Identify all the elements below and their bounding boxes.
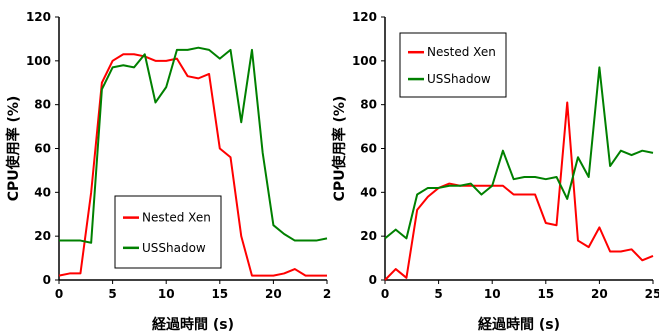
x-tick-label: 20: [265, 287, 282, 301]
x-tick-label: 0: [381, 287, 389, 301]
y-tick-label: 120: [26, 10, 51, 24]
chart-panel-1: 0 20 40 60 80 100 120 0 5 10 15 20 2 経過時間 (s) CPU使用率 (…: [5, 10, 331, 333]
y-tick-label: 0: [369, 273, 377, 287]
legend-box: [399, 32, 507, 98]
series-line-usshadow: [59, 46, 328, 244]
x-tick-label: 15: [537, 287, 554, 301]
y-tick-label: 80: [360, 98, 377, 112]
y-axis-title: CPU使用率 (%): [331, 96, 348, 202]
y-tick-label: 40: [360, 185, 377, 199]
x-tick-label: 15: [211, 287, 228, 301]
x-tick-label: 5: [108, 287, 116, 301]
x-tick-label: 0: [55, 287, 63, 301]
x-tick-label: 2: [323, 287, 331, 301]
y-tick-label: 20: [34, 229, 51, 243]
series-line-nested-xen: [58, 53, 327, 277]
legend: Nested Xen USShadow: [399, 32, 507, 98]
y-axis-title: CPU使用率 (%): [5, 96, 22, 202]
x-axis-title: 経過時間 (s): [478, 316, 560, 333]
x-tick-label: 10: [484, 287, 501, 301]
legend-box: [114, 195, 222, 269]
chart-panel-2: 0 20 40 60 80 100 120 0 5 10 15 20 25 経過時間 (s) CPU使用率 …: [331, 10, 659, 333]
x-tick-label: 10: [158, 287, 175, 301]
x-tick-label: 20: [591, 287, 608, 301]
series-line-nested-xen: [384, 101, 654, 281]
legend-label: Nested Xen: [142, 211, 211, 225]
legend-label: USShadow: [427, 72, 491, 86]
y-tick-label: 100: [352, 54, 377, 68]
x-tick-label: 25: [645, 287, 659, 301]
y-tick-label: 60: [360, 142, 377, 156]
legend-label: USShadow: [142, 241, 206, 255]
y-tick-label: 40: [34, 185, 51, 199]
y-tick-label: 20: [360, 229, 377, 243]
y-tick-label: 100: [26, 54, 51, 68]
legend: Nested Xen USShadow: [114, 195, 222, 269]
y-tick-label: 0: [43, 273, 51, 287]
y-tick-label: 60: [34, 142, 51, 156]
legend-label: Nested Xen: [427, 45, 496, 59]
y-tick-label: 80: [34, 98, 51, 112]
x-axis-title: 経過時間 (s): [152, 316, 234, 333]
x-tick-label: 5: [434, 287, 442, 301]
series-line-usshadow: [384, 66, 654, 240]
y-tick-label: 120: [352, 10, 377, 24]
